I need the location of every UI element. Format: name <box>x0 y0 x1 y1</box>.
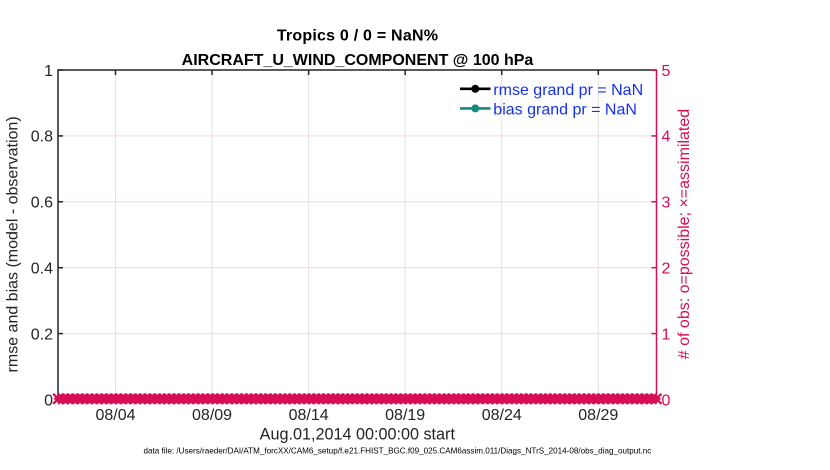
svg-text:08/24: 08/24 <box>482 407 522 424</box>
svg-text:1: 1 <box>44 63 53 80</box>
svg-text:1: 1 <box>662 326 671 343</box>
svg-text:08/04: 08/04 <box>95 407 135 424</box>
svg-text:0: 0 <box>662 392 671 409</box>
svg-text:Tropics 0 / 0 = NaN%: Tropics 0 / 0 = NaN% <box>277 28 438 45</box>
svg-text:0.6: 0.6 <box>31 195 53 212</box>
svg-text:4: 4 <box>662 129 671 146</box>
svg-text:3: 3 <box>662 195 671 212</box>
svg-text:0.4: 0.4 <box>31 261 53 278</box>
svg-text:0.8: 0.8 <box>31 129 53 146</box>
svg-text:AIRCRAFT_U_WIND_COMPONENT @ 10: AIRCRAFT_U_WIND_COMPONENT @ 100 hPa <box>182 52 534 69</box>
svg-text:# of obs: o=possible; ×=assimi: # of obs: o=possible; ×=assimilated <box>676 109 693 359</box>
svg-text:rmse grand pr = NaN: rmse grand pr = NaN <box>493 82 643 99</box>
svg-text:08/09: 08/09 <box>192 407 232 424</box>
svg-text:0: 0 <box>44 392 53 409</box>
svg-text:rmse and bias (model - observa: rmse and bias (model - observation) <box>5 116 22 372</box>
svg-text:08/14: 08/14 <box>289 407 329 424</box>
svg-text:2: 2 <box>662 261 671 278</box>
svg-text:data file: /Users/raeder/DAI/A: data file: /Users/raeder/DAI/ATM_forcXX/… <box>144 446 652 455</box>
svg-text:0.2: 0.2 <box>31 326 53 343</box>
svg-text:Aug.01,2014 00:00:00 start: Aug.01,2014 00:00:00 start <box>260 425 456 443</box>
svg-text:bias grand pr = NaN: bias grand pr = NaN <box>493 102 637 119</box>
svg-text:5: 5 <box>662 63 671 80</box>
svg-text:08/29: 08/29 <box>578 407 618 424</box>
svg-text:08/19: 08/19 <box>385 407 425 424</box>
